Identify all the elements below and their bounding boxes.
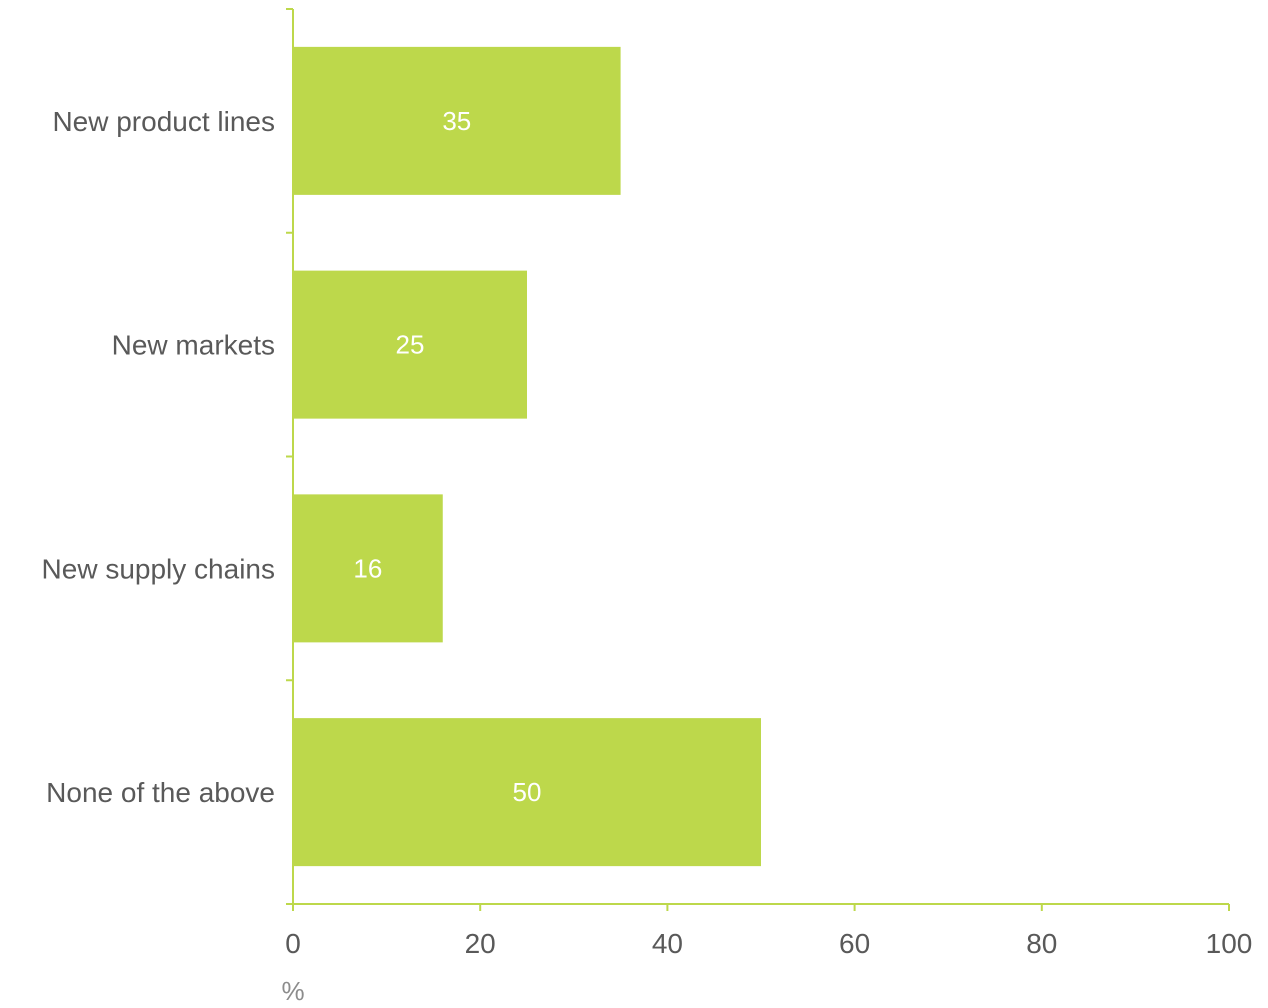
bars-group: 35 25 16 50 bbox=[293, 46, 761, 867]
axes-group bbox=[286, 8, 1230, 911]
bar bbox=[293, 718, 761, 867]
x-tick-labels-group: 0 20 40 60 80 100 bbox=[285, 928, 1252, 959]
x-tick-label: 80 bbox=[1026, 928, 1057, 959]
bar-value-label: 25 bbox=[396, 330, 425, 360]
category-labels-group: New product lines New markets New supply c… bbox=[42, 106, 275, 808]
x-tick-label: 20 bbox=[465, 928, 496, 959]
x-tick-label: 60 bbox=[839, 928, 870, 959]
bar bbox=[293, 494, 443, 643]
x-tick-label: 0 bbox=[285, 928, 301, 959]
category-label: New markets bbox=[112, 330, 275, 361]
bar-value-label: 35 bbox=[442, 106, 471, 136]
bar-value-label: 50 bbox=[513, 777, 542, 807]
x-tick-label: 40 bbox=[652, 928, 683, 959]
category-label: New product lines bbox=[52, 106, 275, 137]
bar bbox=[293, 270, 527, 419]
x-axis-unit-label: % bbox=[281, 976, 304, 1006]
bar-value-label: 16 bbox=[353, 553, 382, 583]
x-tick-label: 100 bbox=[1206, 928, 1253, 959]
category-label: None of the above bbox=[46, 777, 275, 808]
category-label: New supply chains bbox=[42, 553, 275, 584]
bar bbox=[293, 46, 621, 195]
